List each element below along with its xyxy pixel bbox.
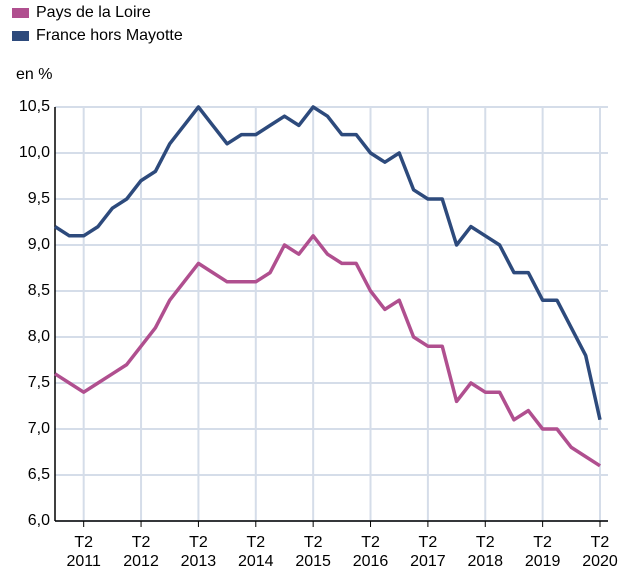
legend-label: France hors Mayotte xyxy=(36,27,183,44)
legend-swatch xyxy=(12,8,29,18)
y-tick-label: 9,0 xyxy=(28,236,50,253)
y-tick-label: 10,0 xyxy=(19,144,50,161)
x-tick-label: T2 2020 xyxy=(582,534,618,570)
y-tick-label: 8,5 xyxy=(28,282,50,299)
x-tick-label: T2 2017 xyxy=(410,534,446,570)
y-axis-label: en % xyxy=(16,66,52,83)
series-line xyxy=(54,234,601,468)
x-tick-label: T2 2012 xyxy=(123,534,159,570)
x-tick-label: T2 2016 xyxy=(353,534,389,570)
x-tick-label: T2 2018 xyxy=(467,534,503,570)
x-tick-label: T2 2013 xyxy=(181,534,217,570)
y-tick-label: 6,5 xyxy=(28,466,50,483)
y-tick-label: 7,5 xyxy=(28,374,50,391)
x-tick-label: T2 2014 xyxy=(238,534,274,570)
y-tick-label: 7,0 xyxy=(28,420,50,437)
y-tick-label: 8,0 xyxy=(28,328,50,345)
legend-swatch xyxy=(12,31,29,41)
x-tick-label: T2 2011 xyxy=(66,534,101,570)
y-tick-label: 6,0 xyxy=(28,512,50,529)
series-line xyxy=(54,105,602,421)
y-tick-label: 10,5 xyxy=(19,98,50,115)
y-tick-label: 9,5 xyxy=(28,190,50,207)
legend-label: Pays de la Loire xyxy=(36,4,151,21)
x-tick-label: T2 2015 xyxy=(295,534,331,570)
x-tick-label: T2 2019 xyxy=(525,534,561,570)
